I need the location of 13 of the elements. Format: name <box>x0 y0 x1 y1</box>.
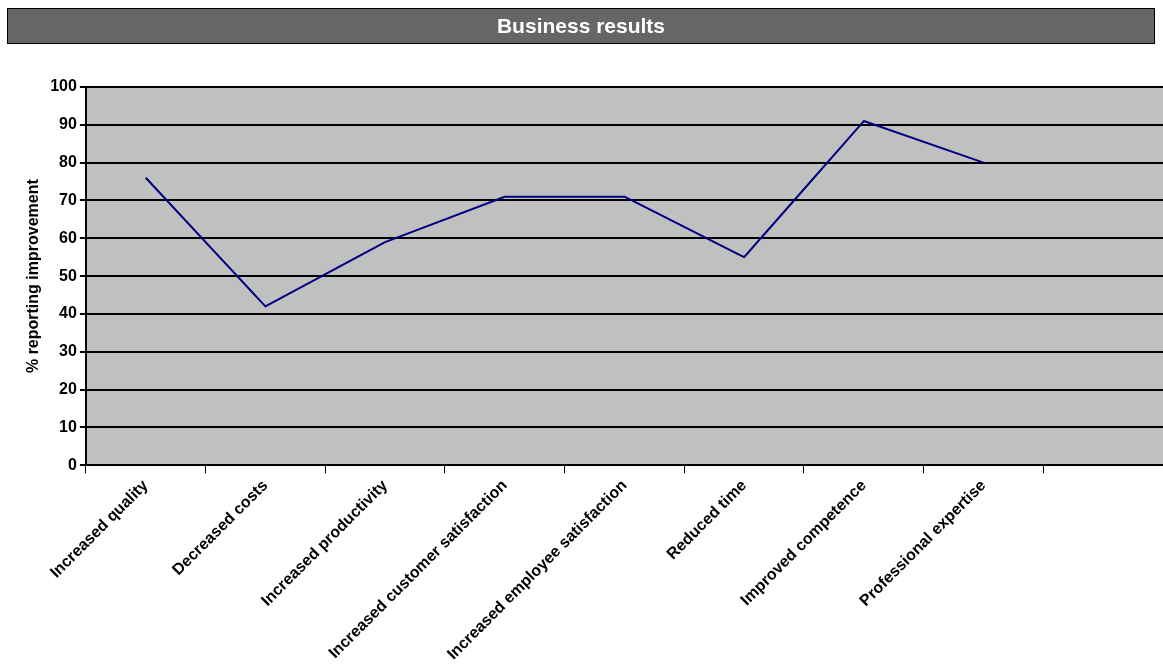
y-tick-label: 50 <box>59 266 77 284</box>
y-tick-label: 20 <box>59 380 77 397</box>
y-tick-label: 30 <box>59 342 77 360</box>
y-tick-label: 70 <box>59 190 77 208</box>
y-tick-label: 100 <box>50 77 77 95</box>
chart-title: Business results <box>7 8 1155 44</box>
y-tick-label: 90 <box>59 115 77 133</box>
y-tick-label: 0 <box>67 455 77 473</box>
y-tick-label: 40 <box>59 304 77 322</box>
y-axis-title: % reporting improvement <box>24 178 42 374</box>
y-tick-label: 80 <box>59 153 77 171</box>
y-tick-label: 10 <box>59 417 77 435</box>
y-tick-label: 60 <box>59 228 77 246</box>
